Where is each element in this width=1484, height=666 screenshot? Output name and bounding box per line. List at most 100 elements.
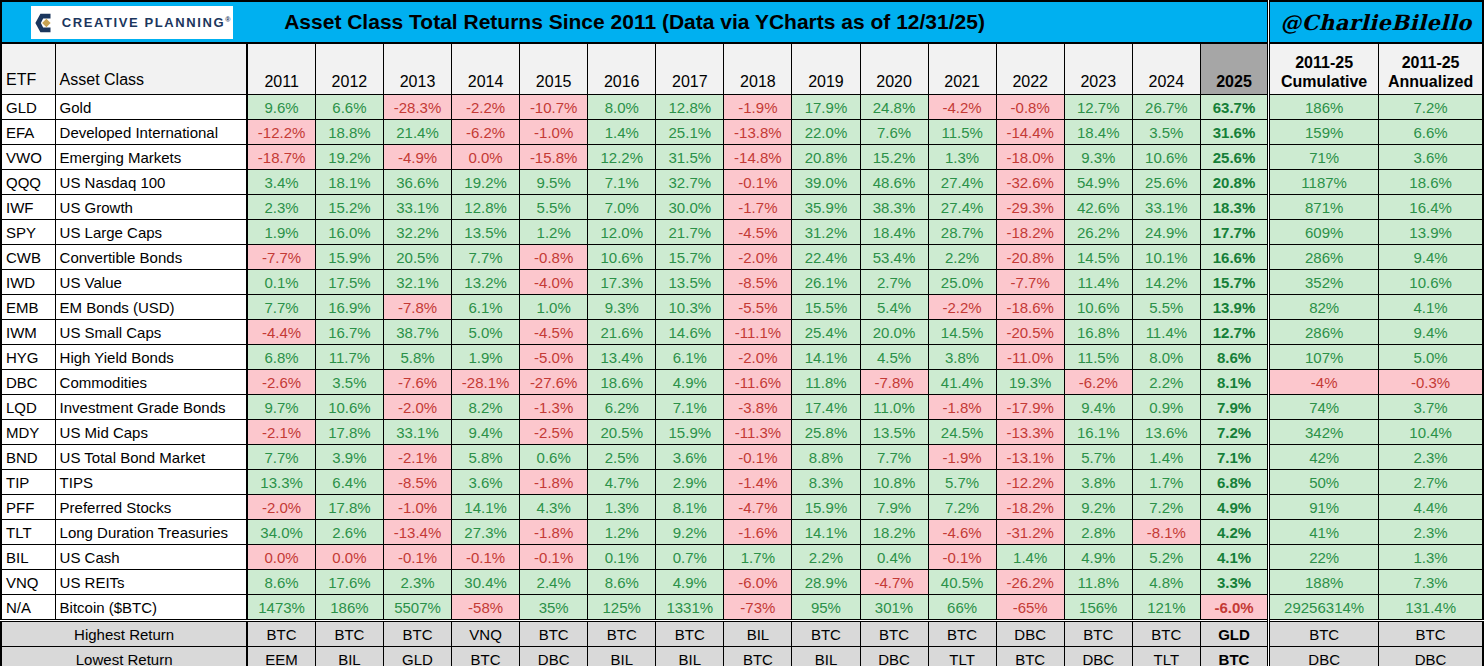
- return-cell: -13.4%: [383, 520, 451, 545]
- asset-class-cell: High Yield Bonds: [55, 345, 247, 370]
- table-row: HYGHigh Yield Bonds6.8%11.7%5.8%1.9%-5.0…: [1, 345, 1483, 370]
- return-cell: -12.2%: [247, 120, 315, 145]
- asset-class-cell: Commodities: [55, 370, 247, 395]
- return-cell: 14.6%: [656, 320, 724, 345]
- etf-cell: TIP: [1, 470, 55, 495]
- return-cell: 0.1%: [247, 270, 315, 295]
- return-cell: 17.9%: [792, 95, 860, 120]
- return-cell: 28.7%: [928, 220, 996, 245]
- return-cell: -18.7%: [247, 145, 315, 170]
- return-cell: 12.8%: [656, 95, 724, 120]
- table-row: GLDGold9.6%6.6%-28.3%-2.2%-10.7%8.0%12.8…: [1, 95, 1483, 120]
- return-cell: 8.1%: [1200, 370, 1268, 395]
- return-cell: 188%: [1269, 570, 1379, 595]
- return-cell: 18.6%: [588, 370, 656, 395]
- column-header: 2011-25 Annualized: [1379, 43, 1483, 95]
- return-cell: 6.2%: [588, 395, 656, 420]
- return-cell: 25.8%: [792, 420, 860, 445]
- return-cell: -4.2%: [928, 95, 996, 120]
- asset-class-cell: Emerging Markets: [55, 145, 247, 170]
- return-cell: 4.7%: [588, 470, 656, 495]
- return-cell: 27.4%: [928, 195, 996, 220]
- return-cell: -73%: [724, 595, 792, 621]
- return-cell: 14.2%: [1132, 270, 1200, 295]
- creative-planning-c-icon: [34, 12, 56, 34]
- summary-cell: BTC: [588, 621, 656, 647]
- return-cell: -1.6%: [724, 520, 792, 545]
- return-cell: -4.9%: [383, 145, 451, 170]
- return-cell: 2.8%: [1064, 520, 1132, 545]
- return-cell: 15.7%: [1200, 270, 1268, 295]
- return-cell: 4.1%: [1379, 295, 1483, 320]
- table-row: QQQUS Nasdaq 1003.4%18.1%36.6%19.2%9.5%7…: [1, 170, 1483, 195]
- return-cell: -2.0%: [383, 395, 451, 420]
- return-cell: 0.0%: [247, 545, 315, 570]
- return-cell: 7.9%: [860, 495, 928, 520]
- summary-cell: BTC: [724, 647, 792, 666]
- summary-cell: DBC: [1379, 647, 1483, 666]
- return-cell: 12.2%: [588, 145, 656, 170]
- summary-cell: DBC: [860, 647, 928, 666]
- return-cell: 1.4%: [588, 120, 656, 145]
- return-cell: 74%: [1269, 395, 1379, 420]
- return-cell: 4.3%: [520, 495, 588, 520]
- return-cell: 18.8%: [315, 120, 383, 145]
- return-cell: 54.9%: [1064, 170, 1132, 195]
- return-cell: -8.5%: [383, 470, 451, 495]
- return-cell: 107%: [1269, 345, 1379, 370]
- return-cell: 3.5%: [315, 370, 383, 395]
- return-cell: 5.7%: [928, 470, 996, 495]
- return-cell: -3.8%: [724, 395, 792, 420]
- return-cell: -2.0%: [724, 245, 792, 270]
- return-cell: 2.3%: [247, 195, 315, 220]
- return-cell: 8.6%: [1200, 345, 1268, 370]
- column-header: 2013: [383, 43, 451, 95]
- return-cell: 14.5%: [928, 320, 996, 345]
- return-cell: 12.7%: [1064, 95, 1132, 120]
- etf-cell: N/A: [1, 595, 55, 621]
- summary-cell: BTC: [1269, 621, 1379, 647]
- summary-cell: BTC: [792, 621, 860, 647]
- return-cell: 871%: [1269, 195, 1379, 220]
- return-cell: 42.6%: [1064, 195, 1132, 220]
- return-cell: 26.2%: [1064, 220, 1132, 245]
- asset-class-cell: US Cash: [55, 545, 247, 570]
- return-cell: -10.7%: [520, 95, 588, 120]
- return-cell: 19.3%: [996, 370, 1064, 395]
- return-cell: 10.6%: [588, 245, 656, 270]
- return-cell: 14.1%: [792, 520, 860, 545]
- summary-cell: VNQ: [452, 621, 520, 647]
- return-cell: 21.4%: [383, 120, 451, 145]
- return-cell: 2.7%: [860, 270, 928, 295]
- summary-cell: DBC: [1064, 647, 1132, 666]
- return-cell: -0.1%: [724, 445, 792, 470]
- summary-cell: BTC: [928, 621, 996, 647]
- return-cell: -14.8%: [724, 145, 792, 170]
- return-cell: -8.5%: [724, 270, 792, 295]
- return-cell: 131.4%: [1379, 595, 1483, 621]
- return-cell: 3.6%: [656, 445, 724, 470]
- return-cell: 15.2%: [315, 195, 383, 220]
- return-cell: 609%: [1269, 220, 1379, 245]
- summary-cell: BTC: [1064, 621, 1132, 647]
- column-header: 2019: [792, 43, 860, 95]
- etf-cell: LQD: [1, 395, 55, 420]
- return-cell: -0.8%: [520, 245, 588, 270]
- asset-class-cell: US Value: [55, 270, 247, 295]
- return-cell: 28.9%: [792, 570, 860, 595]
- return-cell: 91%: [1269, 495, 1379, 520]
- return-cell: 9.4%: [1379, 320, 1483, 345]
- return-cell: 286%: [1269, 245, 1379, 270]
- column-header: 2016: [588, 43, 656, 95]
- return-cell: 2.2%: [928, 245, 996, 270]
- return-cell: 4.9%: [656, 570, 724, 595]
- asset-class-cell: Bitcoin ($BTC): [55, 595, 247, 621]
- summary-body: Highest ReturnBTCBTCBTCVNQBTCBTCBTCBILBT…: [1, 621, 1483, 666]
- return-cell: 10.6%: [1132, 145, 1200, 170]
- return-cell: 24.8%: [860, 95, 928, 120]
- return-cell: -1.8%: [520, 520, 588, 545]
- return-cell: 7.6%: [860, 120, 928, 145]
- asset-class-cell: US Large Caps: [55, 220, 247, 245]
- return-cell: 15.9%: [656, 420, 724, 445]
- return-cell: 8.1%: [656, 495, 724, 520]
